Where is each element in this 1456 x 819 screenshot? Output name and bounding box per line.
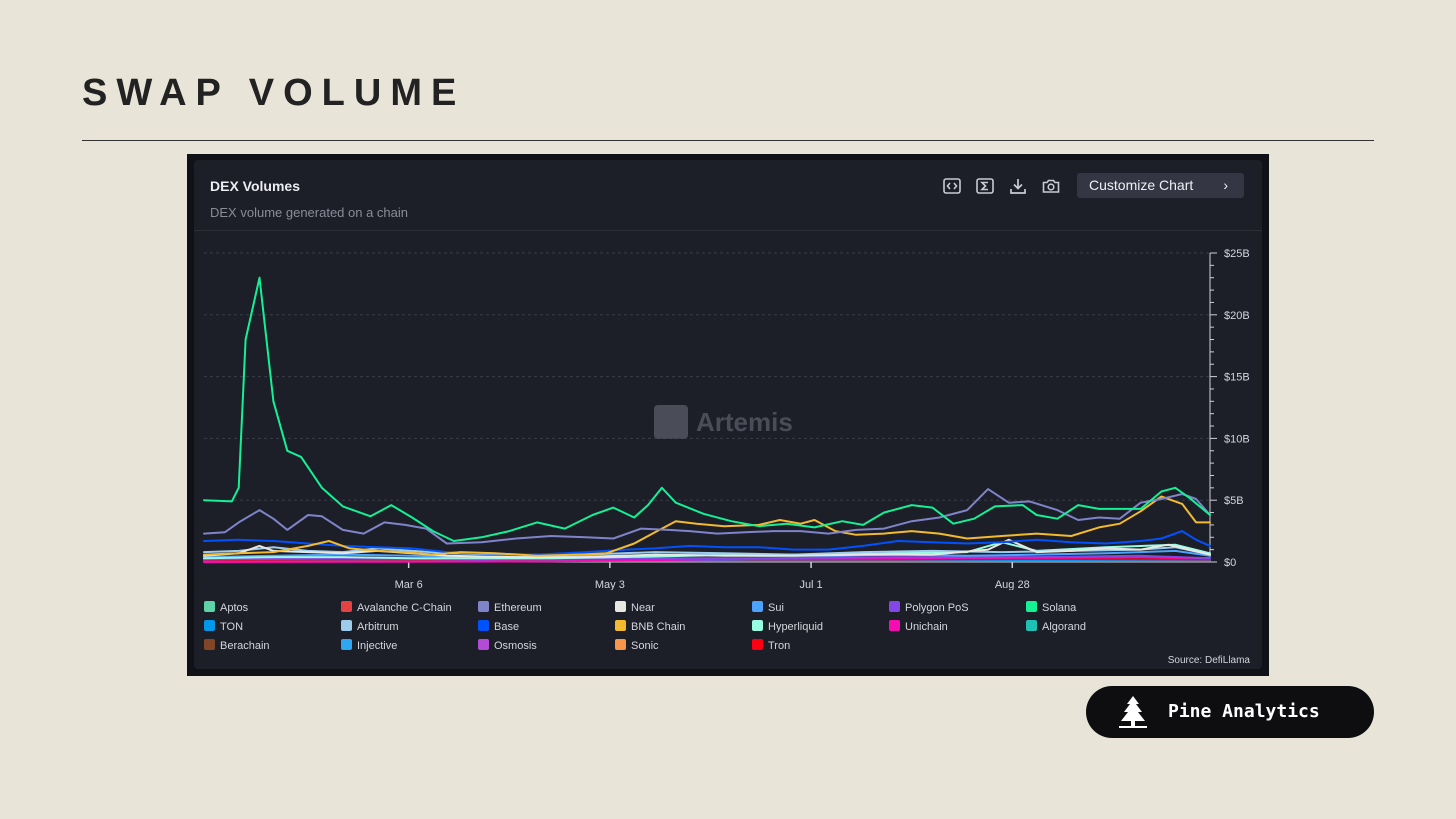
y-tick-label: $20B: [1224, 310, 1250, 322]
legend-label: Solana: [1042, 602, 1077, 614]
pine-tree-icon: [1119, 696, 1147, 728]
legend-swatch: [478, 639, 489, 650]
x-tick-label: Aug 28: [995, 579, 1030, 590]
legend-label: Ethereum: [494, 602, 542, 614]
legend-swatch: [752, 639, 763, 650]
title-divider: [82, 140, 1374, 141]
embed-icon[interactable]: [942, 176, 962, 196]
legend-item-avalanche-c-chain[interactable]: Avalanche C-Chain: [341, 601, 452, 615]
chart-title: DEX Volumes: [210, 178, 300, 194]
legend-swatch: [478, 601, 489, 612]
legend-label: TON: [220, 621, 244, 633]
source-note: Source: DefiLlama: [1167, 655, 1250, 666]
legend-swatch: [204, 601, 215, 612]
legend-swatch: [1026, 620, 1037, 631]
download-icon[interactable]: [1008, 176, 1028, 196]
x-tick-label: Mar 6: [395, 579, 423, 590]
legend-item-bnb-chain[interactable]: BNB Chain: [615, 620, 685, 634]
legend-item-ethereum[interactable]: Ethereum: [478, 601, 542, 615]
legend-swatch: [478, 620, 489, 631]
legend-swatch: [889, 601, 900, 612]
legend-label: Osmosis: [494, 640, 537, 652]
pine-analytics-badge: Pine Analytics: [1086, 686, 1374, 738]
series-line-base: [203, 530, 1211, 556]
legend-swatch: [1026, 601, 1037, 612]
legend-item-osmosis[interactable]: Osmosis: [478, 639, 537, 653]
legend-label: Tron: [768, 640, 791, 652]
legend-swatch: [615, 620, 626, 631]
camera-icon[interactable]: [1041, 176, 1061, 196]
artemis-watermark: Artemis: [654, 405, 793, 439]
customize-chart-label: Customize Chart: [1089, 177, 1194, 193]
legend-item-ton[interactable]: TON: [204, 620, 243, 634]
sigma-icon[interactable]: [975, 176, 995, 196]
series-line-solana: [203, 276, 1211, 542]
legend-item-berachain[interactable]: Berachain: [204, 639, 270, 653]
line-chart: $0 $5B $10B $15B $20B $25B Mar 6 May 3 Jul 1 Aug …: [203, 248, 1250, 590]
legend-item-arbitrum[interactable]: Arbitrum: [341, 620, 399, 634]
artemis-logo-icon: [654, 405, 688, 439]
legend-label: Arbitrum: [357, 621, 399, 633]
y-tick-label: $25B: [1224, 248, 1250, 260]
legend-item-sonic[interactable]: Sonic: [615, 639, 659, 653]
legend-item-sui[interactable]: Sui: [752, 601, 784, 615]
chart-subtitle: DEX volume generated on a chain: [210, 205, 409, 220]
brand-name: Pine Analytics: [1168, 701, 1320, 722]
legend-item-aptos[interactable]: Aptos: [204, 601, 248, 615]
legend-label: Polygon PoS: [905, 602, 969, 614]
chevron-right-icon: ›: [1223, 177, 1228, 193]
series-line-near: [203, 538, 1211, 559]
series-line-ethereum: [203, 488, 1211, 545]
legend-swatch: [615, 639, 626, 650]
legend-label: Aptos: [220, 602, 249, 614]
legend-item-polygon-pos[interactable]: Polygon PoS: [889, 601, 969, 615]
legend-label: Sui: [768, 602, 784, 614]
legend-label: Berachain: [220, 640, 270, 652]
legend-swatch: [752, 601, 763, 612]
y-tick-label: $0: [1224, 557, 1236, 569]
legend-label: Sonic: [631, 640, 659, 652]
legend-label: BNB Chain: [631, 621, 686, 633]
legend-swatch: [204, 620, 215, 631]
legend-item-hyperliquid[interactable]: Hyperliquid: [752, 620, 823, 634]
chart-card: DEX Volumes DEX volume generated on a ch…: [194, 160, 1262, 669]
legend-item-unichain[interactable]: Unichain: [889, 620, 948, 634]
x-tick-label: May 3: [595, 579, 625, 590]
legend-label: Unichain: [905, 621, 948, 633]
y-tick-label: $15B: [1224, 372, 1250, 384]
customize-chart-button[interactable]: Customize Chart ›: [1077, 173, 1244, 198]
legend-label: Base: [494, 621, 520, 633]
legend-item-solana[interactable]: Solana: [1026, 601, 1076, 615]
legend-swatch: [204, 639, 215, 650]
slide-title: SWAP VOLUME: [82, 72, 466, 114]
legend-label: Near: [631, 602, 655, 614]
legend-item-tron[interactable]: Tron: [752, 639, 790, 653]
legend-item-base[interactable]: Base: [478, 620, 519, 634]
y-tick-label: $10B: [1224, 433, 1250, 445]
x-tick-label: Jul 1: [799, 579, 822, 590]
legend-label: Avalanche C-Chain: [357, 602, 452, 614]
legend-item-near[interactable]: Near: [615, 601, 655, 615]
card-divider: [194, 230, 1262, 231]
series-line-bnb-chain: [203, 495, 1211, 557]
legend-swatch: [341, 620, 352, 631]
legend-swatch: [341, 639, 352, 650]
legend-label: Hyperliquid: [768, 621, 824, 633]
watermark-text: Artemis: [696, 407, 793, 437]
legend-swatch: [615, 601, 626, 612]
legend-item-injective[interactable]: Injective: [341, 639, 397, 653]
legend-swatch: [889, 620, 900, 631]
legend-swatch: [341, 601, 352, 612]
legend-item-algorand[interactable]: Algorand: [1026, 620, 1086, 634]
legend-label: Injective: [357, 640, 398, 652]
legend-label: Algorand: [1042, 621, 1087, 633]
y-tick-label: $5B: [1224, 495, 1244, 507]
legend-swatch: [752, 620, 763, 631]
